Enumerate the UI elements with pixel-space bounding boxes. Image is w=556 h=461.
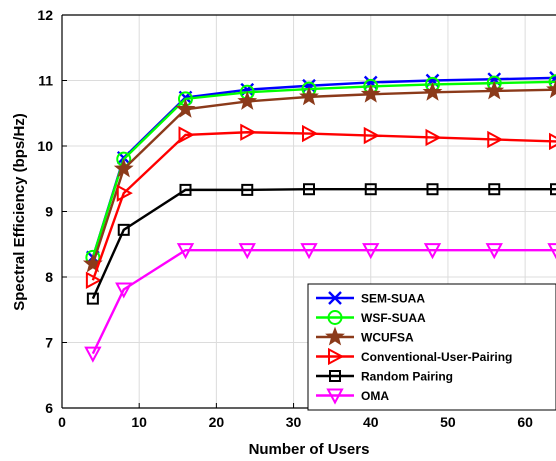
legend-item: Conventional-User-Pairing: [316, 347, 512, 366]
y-tick-label: 9: [45, 204, 53, 220]
data-point: [484, 80, 505, 100]
series-line: [91, 131, 556, 281]
data-point: [116, 184, 133, 202]
data-point: [303, 183, 315, 196]
series-wcufsa: [82, 79, 556, 273]
data-point: [175, 98, 196, 118]
data-point: [550, 183, 556, 196]
data-point: [364, 183, 377, 196]
data-point: [299, 86, 319, 106]
legend-label: SEM-SUAA: [361, 292, 425, 306]
legend-item: OMA: [316, 388, 389, 405]
legend-item: WSF-SUAA: [316, 310, 426, 325]
legend-label: WCUFSA: [361, 331, 414, 345]
x-tick-label: 20: [209, 414, 225, 430]
data-point: [117, 223, 130, 236]
y-tick-label: 12: [37, 7, 53, 23]
data-point: [115, 282, 133, 299]
series-random-pairing: [86, 183, 556, 305]
data-point: [178, 126, 195, 144]
data-point: [85, 271, 102, 289]
marker-stroke: [549, 71, 556, 80]
x-axis-title: Number of Users: [249, 441, 370, 458]
data-point: [179, 183, 192, 196]
data-point: [548, 74, 556, 90]
data-point: [485, 243, 503, 260]
data-point: [423, 243, 442, 260]
legend: SEM-SUAA WSF-SUAA WCUFSA Conventional-User-…: [307, 283, 556, 411]
series-layer: [82, 71, 556, 363]
data-point: [549, 132, 556, 151]
data-point: [240, 123, 257, 141]
legend-marker: [329, 370, 341, 382]
data-point: [425, 128, 442, 147]
data-point: [546, 79, 556, 99]
data-point: [487, 130, 504, 149]
y-tick-labels: 6 7 8 9 10 11 12: [37, 7, 53, 416]
data-point: [422, 81, 443, 101]
x-tick-label: 50: [440, 414, 456, 430]
data-point: [113, 158, 134, 178]
x-tick-labels: 0 10 20 30 40 50 60: [58, 414, 533, 430]
y-tick-label: 10: [37, 138, 53, 154]
data-point: [488, 183, 501, 196]
data-point: [84, 346, 102, 363]
legend-label: OMA: [361, 389, 389, 403]
data-point: [237, 91, 258, 110]
x-tick-label: 10: [131, 414, 147, 430]
data-point: [241, 183, 254, 196]
x-tick-label: 40: [363, 414, 379, 430]
legend-label: Random Pairing: [361, 370, 453, 384]
data-point: [360, 83, 381, 103]
data-point: [86, 292, 99, 305]
data-point: [547, 243, 556, 260]
x-tick-label: 60: [517, 414, 533, 430]
legend-marker: [328, 291, 342, 305]
y-tick-label: 8: [45, 269, 53, 285]
data-point: [362, 243, 380, 260]
y-tick-label: 6: [45, 400, 53, 416]
legend-box: [307, 283, 556, 411]
data-point: [176, 243, 195, 260]
data-point: [363, 126, 380, 145]
y-tick-label: 11: [38, 73, 53, 89]
legend-marker: [327, 310, 343, 325]
y-tick-label: 7: [45, 335, 53, 351]
legend-marker: [325, 326, 345, 346]
legend-label: Conventional-User-Pairing: [361, 350, 512, 364]
y-axis-title: Spectral Efficiency (bps/Hz): [11, 113, 28, 311]
legend-item: SEM-SUAA: [316, 291, 425, 306]
data-point: [426, 183, 439, 196]
series-line: [91, 248, 556, 355]
series-line: [91, 188, 556, 300]
data-point: [300, 243, 318, 260]
series-oma: [84, 243, 556, 363]
data-point: [238, 243, 256, 260]
legend-marker: [326, 388, 344, 405]
x-tick-label: 0: [58, 414, 66, 430]
legend-item: WCUFSA: [316, 326, 414, 346]
marker-stroke: [328, 291, 342, 305]
legend-marker: [328, 347, 345, 366]
data-point: [302, 124, 319, 143]
x-tick-label: 30: [286, 414, 302, 430]
legend-label: WSF-SUAA: [361, 311, 426, 325]
series-conventional-user-pairing: [85, 123, 556, 289]
legend-item: Random Pairing: [316, 370, 453, 384]
